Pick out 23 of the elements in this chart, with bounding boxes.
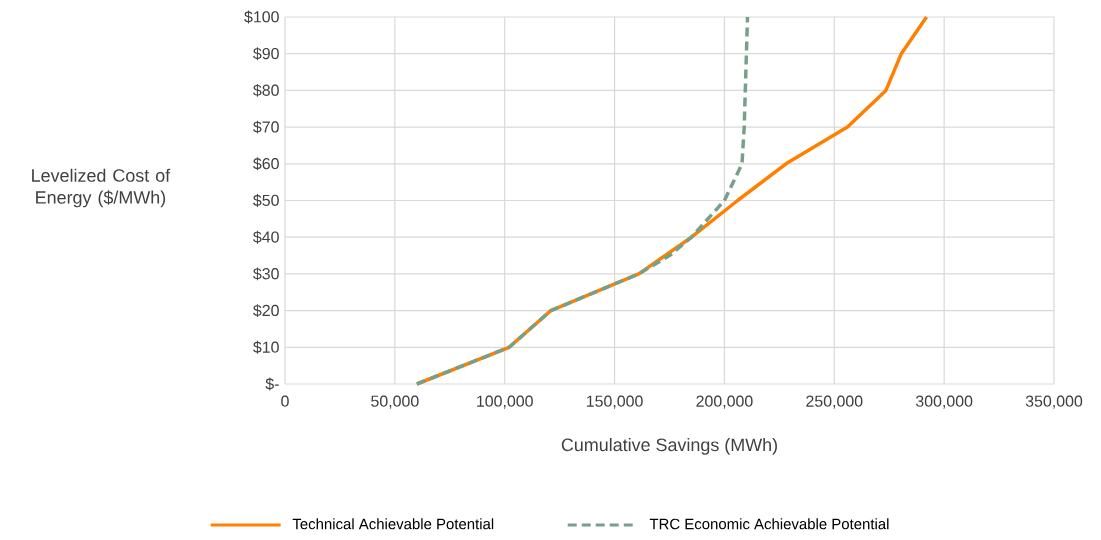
y-tick-label: $40 <box>253 230 279 244</box>
y-tick-label: $80 <box>253 83 279 97</box>
x-tick-label: 200,000 <box>696 395 753 409</box>
x-tick-label: 300,000 <box>915 395 973 409</box>
y-tick-label: $20 <box>253 304 279 318</box>
y-tick-label: $10 <box>253 340 279 354</box>
x-tick-label: 350,000 <box>1025 395 1083 409</box>
x-tick-label: 50,000 <box>371 395 419 409</box>
y-tick-label: $30 <box>253 267 279 281</box>
x-tick-label: 150,000 <box>586 395 643 409</box>
y-tick-label: $50 <box>253 194 279 207</box>
x-axis-title: Cumulative Savings (MWh) <box>561 438 777 455</box>
y-tick-label: $100 <box>244 10 279 24</box>
y-tick-label: $- <box>265 377 279 391</box>
y-tick-label: $60 <box>253 157 279 171</box>
y-tick-label: $70 <box>253 120 279 134</box>
legend-label: TRC Economic Achievable Potential <box>649 518 889 530</box>
x-tick-label: 250,000 <box>806 395 863 409</box>
x-tick-label: 0 <box>281 395 289 407</box>
legend-label: Technical Achievable Potential <box>292 518 494 530</box>
x-tick-label: 100,000 <box>477 395 533 409</box>
y-axis-title: Levelized Cost of Energy ($/MWh) <box>32 168 171 208</box>
y-tick-label: $90 <box>253 47 279 61</box>
